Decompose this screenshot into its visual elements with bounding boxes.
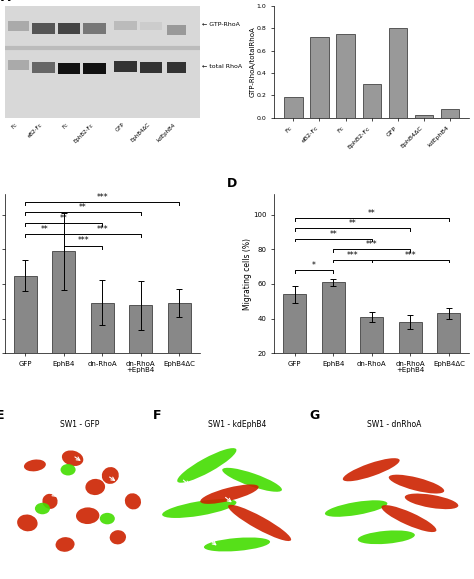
FancyBboxPatch shape [32, 23, 55, 34]
Text: ***: *** [404, 251, 416, 259]
Ellipse shape [42, 494, 57, 509]
Bar [399, 322, 422, 388]
Bar [283, 294, 306, 388]
Bar [337, 34, 355, 118]
Ellipse shape [76, 507, 100, 524]
Ellipse shape [358, 530, 415, 544]
Bar [91, 303, 114, 353]
Text: **: ** [41, 225, 48, 233]
Text: ***: *** [77, 236, 89, 245]
Y-axis label: GTP-RhoA/totalRhoA: GTP-RhoA/totalRhoA [249, 26, 255, 97]
Ellipse shape [222, 468, 282, 492]
Bar [129, 306, 153, 353]
Text: **: ** [329, 230, 337, 239]
Ellipse shape [325, 500, 387, 517]
FancyBboxPatch shape [167, 62, 186, 73]
Ellipse shape [201, 485, 259, 504]
Ellipse shape [62, 450, 83, 466]
FancyBboxPatch shape [83, 63, 106, 74]
Ellipse shape [85, 479, 105, 495]
Text: ← total RhoA: ← total RhoA [202, 64, 242, 69]
Ellipse shape [24, 460, 46, 471]
FancyBboxPatch shape [114, 21, 137, 30]
FancyBboxPatch shape [8, 60, 29, 70]
Ellipse shape [405, 493, 458, 509]
Ellipse shape [100, 513, 115, 525]
Ellipse shape [102, 467, 119, 484]
Bar [14, 276, 37, 353]
Text: ***: *** [346, 251, 358, 259]
Bar [363, 84, 381, 118]
FancyBboxPatch shape [114, 61, 137, 72]
Bar [437, 313, 460, 388]
Text: Fc: Fc [10, 122, 18, 130]
Text: Fc: Fc [61, 122, 69, 130]
Text: E: E [0, 409, 4, 422]
Ellipse shape [228, 505, 291, 541]
Text: F: F [153, 409, 161, 422]
Text: ← GTP-RhoA: ← GTP-RhoA [202, 23, 240, 27]
FancyBboxPatch shape [140, 22, 162, 30]
FancyBboxPatch shape [32, 62, 55, 73]
Ellipse shape [177, 448, 237, 483]
Ellipse shape [61, 464, 76, 475]
Bar [360, 317, 383, 388]
Ellipse shape [109, 530, 126, 544]
Bar [321, 282, 345, 388]
Title: SW1 - kdEphB4: SW1 - kdEphB4 [208, 420, 266, 428]
FancyBboxPatch shape [8, 21, 29, 31]
Title: SW1 - dnRhoA: SW1 - dnRhoA [367, 420, 421, 428]
Text: **: ** [60, 214, 68, 222]
Ellipse shape [125, 493, 141, 510]
Text: ***: *** [97, 225, 108, 233]
FancyBboxPatch shape [83, 23, 106, 34]
Ellipse shape [382, 505, 437, 532]
Text: **: ** [368, 209, 375, 218]
Ellipse shape [35, 503, 50, 514]
Text: ***: *** [366, 240, 377, 249]
Bar [52, 251, 75, 353]
Text: *: * [312, 261, 316, 270]
Ellipse shape [55, 537, 74, 552]
Bar [441, 109, 459, 118]
Bar [389, 28, 407, 118]
Text: A: A [1, 0, 10, 4]
FancyBboxPatch shape [58, 63, 80, 74]
Bar [415, 115, 433, 118]
FancyBboxPatch shape [140, 62, 162, 73]
Bar [310, 37, 328, 118]
Text: ***: *** [97, 193, 108, 201]
FancyBboxPatch shape [5, 6, 200, 118]
Text: GFP: GFP [115, 122, 126, 133]
FancyBboxPatch shape [167, 25, 186, 35]
Bar [168, 303, 191, 353]
Ellipse shape [162, 499, 237, 518]
Text: EphB2-Fc: EphB2-Fc [73, 122, 94, 144]
Text: **: ** [348, 219, 356, 228]
Ellipse shape [389, 475, 444, 493]
Ellipse shape [17, 515, 37, 532]
Text: EphB4ΔC: EphB4ΔC [130, 122, 151, 143]
Y-axis label: Migrating cells (%): Migrating cells (%) [243, 237, 252, 310]
Ellipse shape [204, 537, 270, 551]
Bar [284, 97, 302, 118]
Text: G: G [310, 409, 319, 422]
Text: D: D [227, 178, 237, 190]
FancyBboxPatch shape [58, 23, 80, 34]
Text: kdEphB4: kdEphB4 [156, 122, 176, 143]
Text: eB2-Fc: eB2-Fc [27, 122, 44, 139]
Title: SW1 - GFP: SW1 - GFP [61, 420, 100, 428]
Ellipse shape [343, 458, 400, 481]
Text: **: ** [79, 203, 87, 212]
